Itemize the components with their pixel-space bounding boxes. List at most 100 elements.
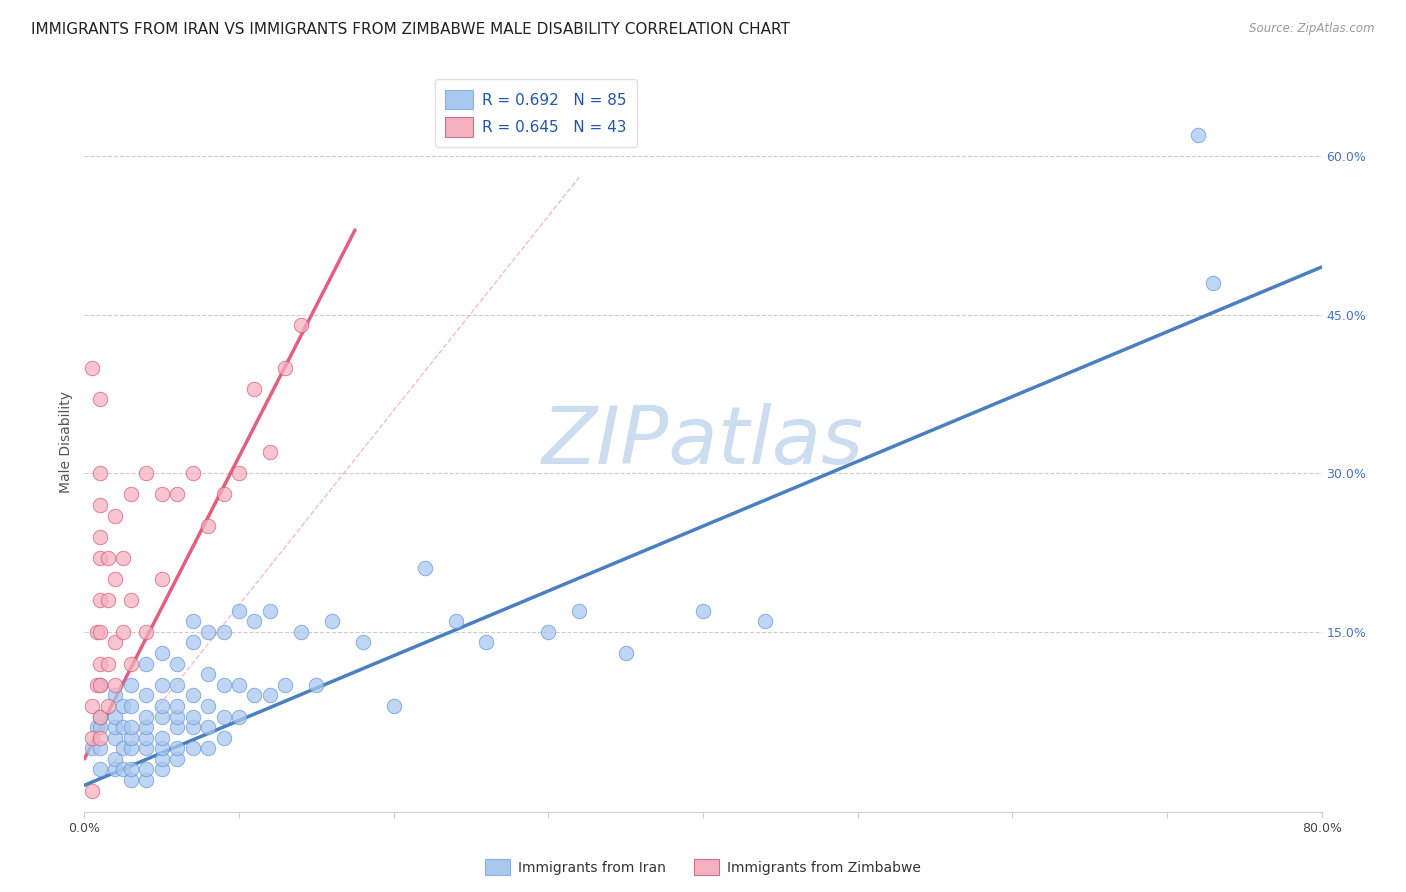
Point — [197, 519, 219, 533]
Point — [104, 635, 127, 649]
Point — [104, 752, 127, 766]
Point — [212, 678, 235, 692]
Point — [86, 624, 108, 639]
Point — [181, 635, 204, 649]
Point — [112, 741, 135, 756]
Point — [382, 698, 405, 713]
Point — [166, 698, 188, 713]
Point — [259, 689, 281, 703]
Point — [166, 752, 188, 766]
Point — [104, 720, 127, 734]
Point — [104, 572, 127, 586]
Point — [243, 382, 266, 396]
Point — [120, 487, 142, 501]
Point — [568, 604, 591, 618]
Point — [166, 720, 188, 734]
Point — [1202, 276, 1225, 290]
Point — [89, 763, 111, 777]
Point — [212, 624, 235, 639]
Point — [135, 467, 157, 481]
Point — [135, 624, 157, 639]
Point — [86, 678, 108, 692]
Point — [120, 731, 142, 745]
Point — [120, 741, 142, 756]
Point — [181, 615, 204, 629]
Point — [82, 741, 104, 756]
Point — [321, 615, 343, 629]
Point — [89, 678, 111, 692]
Point — [104, 689, 127, 703]
Point — [274, 360, 297, 375]
Point — [290, 318, 312, 333]
Point — [352, 635, 374, 649]
Point — [197, 720, 219, 734]
Legend: Immigrants from Iran, Immigrants from Zimbabwe: Immigrants from Iran, Immigrants from Zi… — [479, 854, 927, 880]
Point — [475, 635, 498, 649]
Point — [537, 624, 560, 639]
Point — [228, 467, 250, 481]
Point — [96, 657, 118, 671]
Point — [228, 678, 250, 692]
Point — [82, 731, 104, 745]
Point — [135, 657, 157, 671]
Point — [181, 467, 204, 481]
Point — [82, 698, 104, 713]
Point — [150, 709, 173, 723]
Point — [212, 487, 235, 501]
Point — [197, 667, 219, 681]
Point — [181, 720, 204, 734]
Point — [104, 763, 127, 777]
Point — [120, 698, 142, 713]
Point — [82, 783, 104, 797]
Point — [135, 772, 157, 787]
Point — [1187, 128, 1209, 142]
Point — [89, 709, 111, 723]
Text: ZIPatlas: ZIPatlas — [541, 402, 865, 481]
Point — [212, 709, 235, 723]
Point — [104, 709, 127, 723]
Point — [104, 508, 127, 523]
Point — [692, 604, 714, 618]
Point — [89, 550, 111, 565]
Point — [89, 593, 111, 607]
Point — [228, 709, 250, 723]
Point — [166, 741, 188, 756]
Point — [96, 550, 118, 565]
Point — [135, 689, 157, 703]
Point — [150, 731, 173, 745]
Point — [259, 445, 281, 459]
Point — [96, 698, 118, 713]
Point — [135, 720, 157, 734]
Point — [444, 615, 467, 629]
Point — [181, 709, 204, 723]
Point — [290, 624, 312, 639]
Point — [82, 360, 104, 375]
Point — [89, 720, 111, 734]
Point — [120, 593, 142, 607]
Point — [166, 487, 188, 501]
Point — [150, 487, 173, 501]
Point — [89, 498, 111, 512]
Point — [96, 593, 118, 607]
Point — [754, 615, 776, 629]
Legend: R = 0.692   N = 85, R = 0.645   N = 43: R = 0.692 N = 85, R = 0.645 N = 43 — [434, 79, 637, 147]
Point — [89, 741, 111, 756]
Point — [166, 709, 188, 723]
Point — [259, 604, 281, 618]
Y-axis label: Male Disability: Male Disability — [59, 391, 73, 492]
Point — [243, 615, 266, 629]
Point — [212, 731, 235, 745]
Point — [305, 678, 328, 692]
Point — [120, 763, 142, 777]
Point — [120, 772, 142, 787]
Point — [181, 741, 204, 756]
Point — [197, 624, 219, 639]
Point — [413, 561, 436, 575]
Point — [89, 624, 111, 639]
Point — [135, 709, 157, 723]
Point — [135, 763, 157, 777]
Point — [104, 731, 127, 745]
Point — [150, 678, 173, 692]
Point — [112, 763, 135, 777]
Point — [86, 720, 108, 734]
